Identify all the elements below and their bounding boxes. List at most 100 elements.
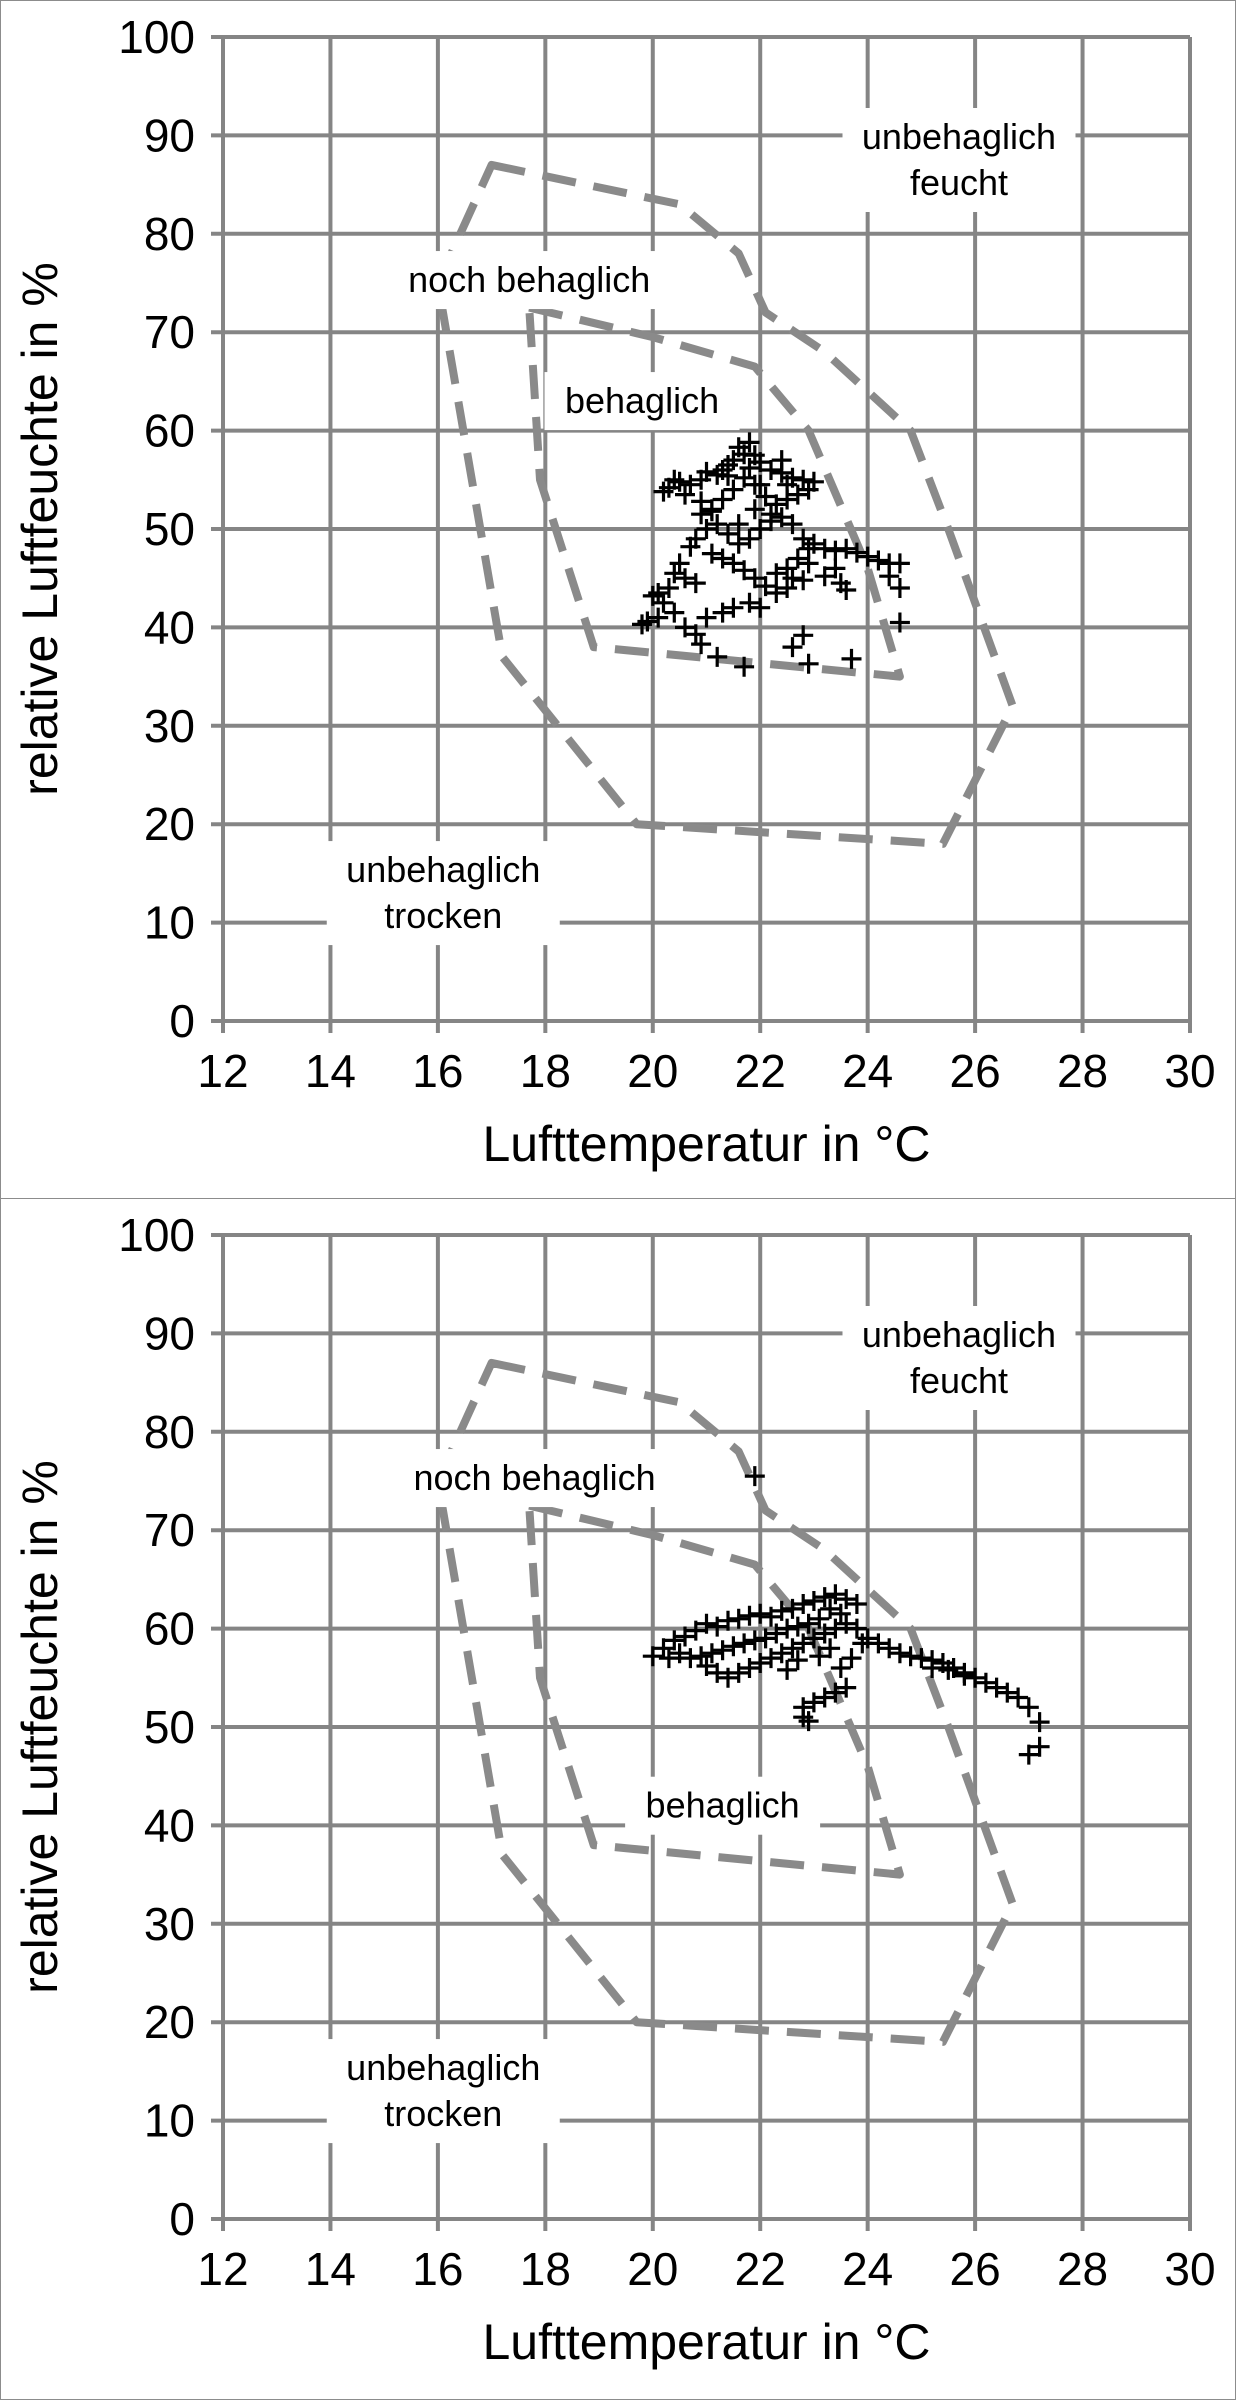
annotation-background xyxy=(326,2039,560,2144)
data-point-marker xyxy=(798,479,819,500)
y-tick-label: 80 xyxy=(144,208,195,260)
data-point-marker xyxy=(809,1608,830,1629)
data-point-marker xyxy=(803,1628,824,1649)
data-point-marker xyxy=(728,533,749,554)
data-point-marker xyxy=(707,1616,728,1637)
zone-annotations: unbehaglich feucht noch behaglich behaglich… xyxy=(326,108,1076,946)
data-point-marker xyxy=(846,1594,867,1614)
data-point-marker xyxy=(825,1618,846,1639)
grid xyxy=(211,1233,1192,2231)
data-point-marker xyxy=(761,1606,781,1627)
zone-label: behaglich xyxy=(565,380,719,421)
data-point-marker xyxy=(857,546,878,567)
y-tick-label: 0 xyxy=(169,2193,195,2245)
x-tick-label: 26 xyxy=(950,1045,1001,1097)
comfort-zones xyxy=(433,160,1017,848)
data-point-marker xyxy=(658,1648,679,1669)
data-point-marker xyxy=(825,558,846,579)
annotation-background xyxy=(326,841,560,946)
data-point-marker xyxy=(739,528,760,549)
zone-outline-behaglich xyxy=(525,303,904,681)
data-point-marker xyxy=(685,573,706,594)
annotation-background xyxy=(389,1449,680,1508)
x-tick-label: 12 xyxy=(197,2243,248,2295)
data-point-marker xyxy=(975,1672,996,1693)
data-point-marker xyxy=(707,1662,728,1683)
data-point-marker xyxy=(685,1620,706,1641)
data-point-marker xyxy=(771,507,792,528)
data-point-marker xyxy=(798,1613,819,1634)
data-point-marker xyxy=(793,528,814,549)
data-point-marker xyxy=(739,458,760,478)
data-point-marker xyxy=(836,538,857,559)
data-point-marker xyxy=(771,1600,792,1621)
data-point-marker xyxy=(814,538,835,559)
data-point-marker xyxy=(954,1665,975,1686)
data-point-marker xyxy=(1008,1687,1029,1708)
data-point-marker xyxy=(696,607,717,628)
y-tick-label: 70 xyxy=(144,1504,195,1556)
data-point-marker xyxy=(761,504,781,525)
data-points xyxy=(632,432,910,677)
data-point-marker xyxy=(825,1682,846,1703)
data-point-marker xyxy=(723,553,744,574)
zone-label: feucht xyxy=(910,162,1008,203)
data-point-marker xyxy=(879,566,900,587)
data-point-marker xyxy=(782,1638,803,1659)
data-point-marker xyxy=(750,519,771,539)
annotation-background xyxy=(842,1306,1076,1410)
y-tick-label: 50 xyxy=(144,1701,195,1753)
y-tick-label: 30 xyxy=(144,1898,195,1950)
x-tick-label: 28 xyxy=(1057,2243,1108,2295)
data-point-marker xyxy=(648,607,669,628)
y-tick-label: 90 xyxy=(144,109,195,161)
y-tick-label: 20 xyxy=(144,1996,195,2048)
data-point-marker xyxy=(841,1648,862,1669)
data-point-marker xyxy=(755,486,776,507)
data-point-marker xyxy=(739,592,760,613)
data-point-marker xyxy=(707,646,728,667)
data-point-marker xyxy=(750,474,771,495)
data-point-marker xyxy=(761,460,781,480)
data-point-marker xyxy=(777,1659,798,1680)
data-point-marker xyxy=(1029,1712,1050,1733)
data-point-marker xyxy=(825,1584,846,1605)
chart-bottom: 0 10 20 30 40 50 60 70 80 90 100 12 14 16 18 20 22 24 26 28… xyxy=(12,1209,1216,2370)
data-point-marker xyxy=(889,1643,910,1664)
data-point-marker xyxy=(744,1466,765,1487)
x-tick-label: 14 xyxy=(305,2243,356,2295)
data-point-marker xyxy=(750,1603,771,1624)
data-point-marker xyxy=(922,1658,943,1678)
zone-label: unbehaglich xyxy=(346,2047,540,2088)
data-point-marker xyxy=(744,568,765,589)
x-axis-title: Lufttemperatur in °C xyxy=(483,1116,931,1172)
data-point-marker xyxy=(771,450,792,471)
data-point-marker xyxy=(664,1630,685,1651)
data-point-marker xyxy=(718,1610,738,1631)
zone-annotations: unbehaglich feucht noch behaglich behaglich… xyxy=(326,1306,1076,2144)
zone-label: trocken xyxy=(384,2093,502,2134)
data-point-marker xyxy=(723,1636,744,1657)
x-tick-label: 16 xyxy=(412,1045,463,1097)
comfort-zones xyxy=(433,1358,1017,2046)
zone-label: feucht xyxy=(910,1360,1008,1401)
data-point-marker xyxy=(739,1658,760,1678)
data-point-marker xyxy=(734,560,755,581)
data-point-marker xyxy=(766,1623,787,1644)
data-point-marker xyxy=(696,1656,717,1676)
zone-outline-behaglich xyxy=(525,1501,904,1879)
data-points xyxy=(642,1466,1050,1765)
data-point-marker xyxy=(723,479,744,500)
y-tick-label: 60 xyxy=(144,405,195,457)
zone-label: unbehaglich xyxy=(862,116,1056,157)
data-point-marker xyxy=(787,548,808,569)
annotation-background xyxy=(625,1776,821,1835)
data-point-marker xyxy=(814,1623,835,1644)
zone-label: trocken xyxy=(384,895,502,936)
data-point-marker xyxy=(712,489,733,510)
data-point-marker xyxy=(642,1646,663,1667)
data-point-marker xyxy=(691,634,712,655)
tick-labels: 0 10 20 30 40 50 60 70 80 90 100 12 14 16 18 20 22 24 26 28… xyxy=(118,11,1215,1097)
tick-labels: 0 10 20 30 40 50 60 70 80 90 100 12 14 16 18 20 22 24 26 28… xyxy=(118,1209,1215,2295)
zone-label: behaglich xyxy=(646,1785,800,1826)
